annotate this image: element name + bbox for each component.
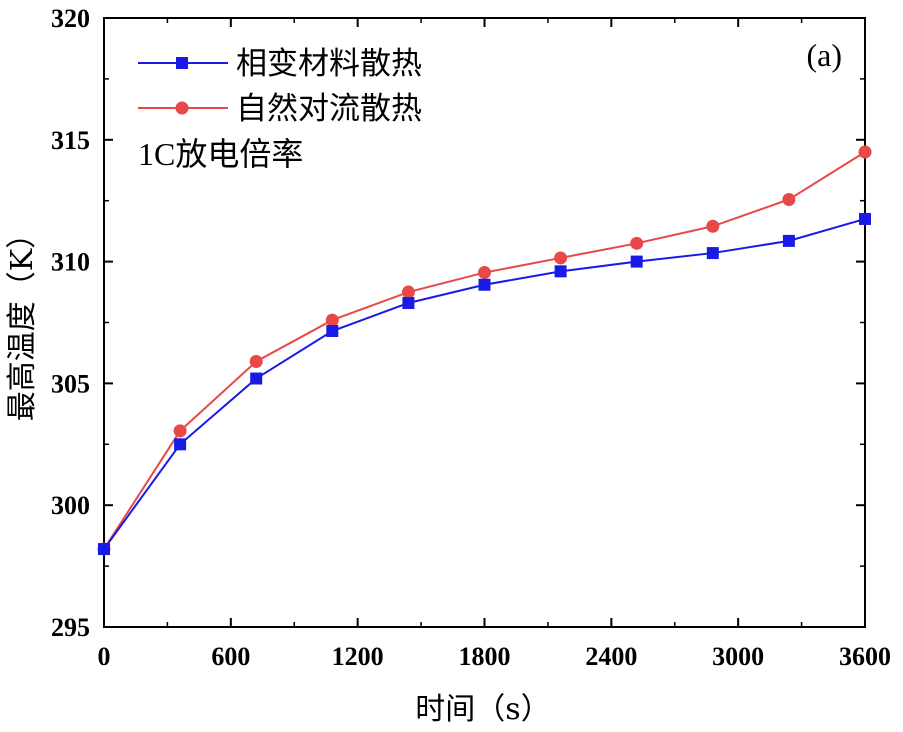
x-tick-label: 1200: [332, 642, 384, 671]
legend-marker-pcm: [176, 57, 188, 69]
x-axis-title: 时间（s）: [415, 692, 550, 727]
y-tick-label: 310: [51, 248, 90, 277]
data-point: [401, 285, 415, 299]
data-point: [782, 234, 795, 247]
series-line: [103, 151, 866, 550]
y-tick-label: 315: [51, 126, 90, 155]
data-point: [478, 266, 491, 280]
data-point: [402, 297, 415, 310]
data-point: [859, 212, 871, 225]
x-tick-label: 0: [98, 642, 111, 671]
legend-label-pcm: 相变材料散热: [236, 46, 422, 82]
data-point: [249, 354, 263, 368]
data-point: [706, 247, 719, 260]
data-point: [98, 543, 110, 556]
data-point: [478, 278, 491, 291]
series-pcm: [98, 212, 871, 556]
data-point: [554, 251, 568, 265]
discharge-rate-annotation: 1C放电倍率: [138, 136, 303, 172]
data-point: [326, 325, 339, 338]
data-point: [173, 424, 187, 438]
x-tick-label: 2400: [585, 642, 637, 671]
y-tick-label: 295: [51, 613, 90, 642]
data-point: [174, 438, 187, 451]
data-point: [858, 145, 872, 159]
x-tick-label: 3000: [712, 642, 764, 671]
data-point: [325, 313, 339, 327]
data-point: [250, 372, 263, 385]
legend-label-natural: 自然对流散热: [236, 91, 422, 127]
data-point: [630, 255, 643, 268]
y-tick-label: 320: [51, 4, 90, 33]
plot-frame: [103, 17, 866, 628]
panel-label: (a): [806, 37, 842, 73]
axes: 0 600 1200 1800 2400 3000 3600 295 300 305 310 315 3…: [51, 4, 891, 671]
data-point: [554, 265, 567, 278]
series-natural-convection: [97, 145, 872, 556]
y-axis-title: 最高温度（K）: [5, 219, 40, 421]
data-point: [782, 192, 796, 206]
x-tick-label: 600: [211, 642, 250, 671]
x-tick-label: 1800: [459, 642, 511, 671]
data-point: [706, 219, 720, 233]
y-tick-label: 305: [51, 369, 90, 398]
x-tick-label: 3600: [839, 642, 891, 671]
y-tick-label: 300: [51, 491, 90, 520]
series-area: [97, 145, 872, 556]
data-point: [630, 236, 644, 250]
legend-marker-natural: [175, 101, 189, 115]
legend: 相变材料散热 自然对流散热: [138, 46, 422, 127]
